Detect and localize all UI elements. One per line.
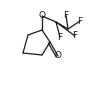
Text: O: O xyxy=(39,11,45,20)
Text: F: F xyxy=(57,32,63,41)
Text: F: F xyxy=(63,11,69,19)
Text: F: F xyxy=(77,16,83,26)
Text: F: F xyxy=(72,32,78,40)
Text: O: O xyxy=(55,52,61,61)
